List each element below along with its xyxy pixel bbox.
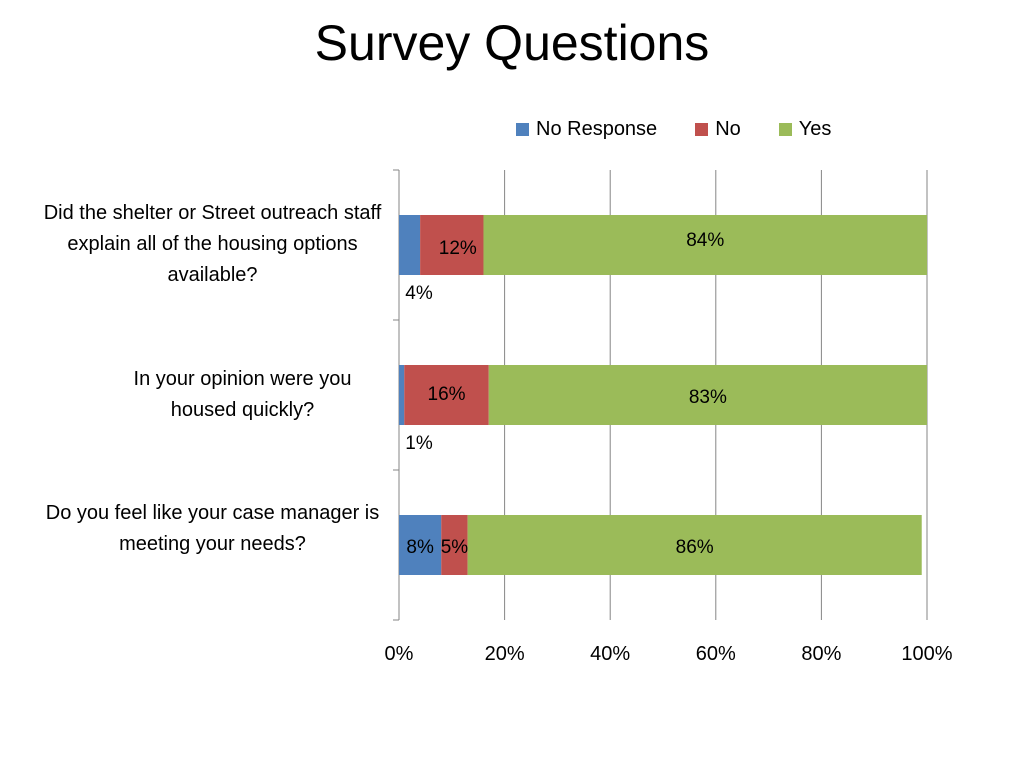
bar-no-response-3 — [399, 515, 442, 575]
x-tick-label-5: 100% — [901, 643, 952, 665]
bar-yes-1 — [483, 215, 927, 275]
data-label-yes-3: 86% — [676, 537, 714, 558]
legend-swatch-no-response — [516, 123, 529, 136]
x-tick-label-3: 60% — [696, 643, 736, 665]
legend-swatch-yes — [778, 123, 792, 136]
legend-label-yes: Yes — [798, 118, 832, 140]
legend-item-yes: Yes — [778, 118, 832, 141]
bar-yes-2 — [488, 365, 927, 425]
legend: No Response No Yes — [516, 118, 869, 141]
data-label-no-response-3: 8% — [406, 537, 434, 558]
bar-no-1 — [420, 215, 484, 275]
bar-no-response-1 — [399, 215, 421, 275]
bar-yes-3 — [467, 515, 922, 575]
bar-no-2 — [404, 365, 489, 425]
legend-label-no: No — [715, 118, 741, 140]
legend-item-no-response: No Response — [516, 118, 657, 141]
x-tick-label-0: 0% — [385, 643, 414, 665]
legend-label-no-response: No Response — [536, 118, 658, 140]
category-label-3: Do you feel like your case manager is me… — [45, 502, 380, 555]
data-label-no-1: 12% — [439, 238, 477, 259]
data-label-yes-1: 84% — [686, 230, 724, 251]
category-label-1: Did the shelter or Street outreach staff… — [43, 202, 382, 286]
category-label-2: In your opinion were you housed quickly? — [133, 368, 352, 421]
data-label-yes-2: 83% — [689, 387, 727, 408]
data-label-no-response-2: 1% — [405, 433, 433, 454]
bar-no-3 — [441, 515, 468, 575]
x-tick-label-4: 80% — [801, 643, 841, 665]
x-tick-label-1: 20% — [485, 643, 525, 665]
legend-item-no: No — [695, 118, 741, 141]
chart-title: Survey Questions — [314, 15, 710, 71]
data-label-no-2: 16% — [428, 384, 466, 405]
x-tick-label-2: 40% — [590, 643, 630, 665]
data-label-no-response-1: 4% — [405, 283, 433, 304]
legend-swatch-no — [695, 123, 709, 136]
bar-no-response-2 — [399, 365, 405, 425]
data-label-no-3: 5% — [441, 537, 469, 558]
